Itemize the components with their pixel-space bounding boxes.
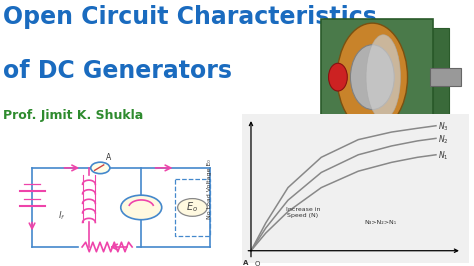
- Text: O: O: [255, 261, 260, 266]
- Text: $N_3$: $N_3$: [438, 121, 448, 133]
- Ellipse shape: [350, 45, 394, 110]
- Ellipse shape: [366, 35, 401, 120]
- Text: Open Circuit Characteristics: Open Circuit Characteristics: [3, 5, 377, 29]
- Circle shape: [121, 195, 162, 220]
- Text: Prof. Jimit K. Shukla: Prof. Jimit K. Shukla: [3, 109, 144, 122]
- Ellipse shape: [337, 23, 408, 131]
- Bar: [330, 133, 424, 148]
- Text: A: A: [243, 260, 248, 265]
- Text: $I_f$: $I_f$: [58, 209, 65, 222]
- Text: N₃>N₂>N₁: N₃>N₂>N₁: [365, 221, 397, 226]
- Text: $E_o$: $E_o$: [186, 201, 199, 214]
- Text: No Load Voltage E₀: No Load Voltage E₀: [208, 159, 212, 219]
- Ellipse shape: [328, 63, 347, 91]
- Circle shape: [178, 199, 207, 216]
- Bar: [433, 28, 449, 127]
- Text: Increase in
Speed (N): Increase in Speed (N): [285, 207, 320, 218]
- Circle shape: [91, 162, 110, 174]
- Text: $N_2$: $N_2$: [438, 133, 448, 146]
- Text: $N_1$: $N_1$: [438, 150, 448, 162]
- Text: of DC Generators: of DC Generators: [3, 59, 232, 83]
- Bar: [321, 19, 433, 136]
- Text: A: A: [106, 153, 111, 162]
- Bar: [430, 68, 462, 86]
